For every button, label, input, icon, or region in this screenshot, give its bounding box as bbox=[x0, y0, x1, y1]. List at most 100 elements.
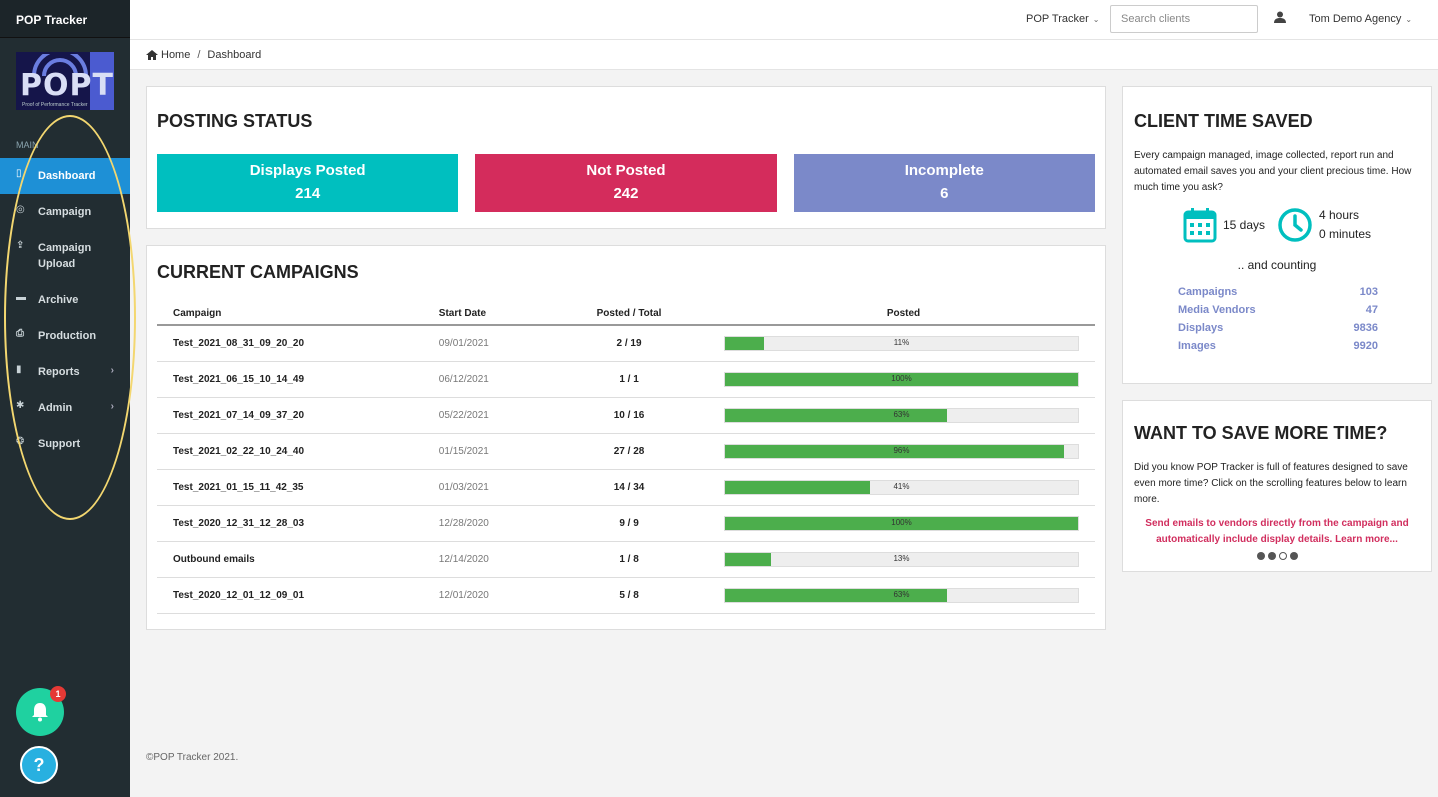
save-more-time-panel: WANT TO SAVE MORE TIME? Did you know POP… bbox=[1122, 400, 1432, 572]
progress-fill bbox=[725, 408, 948, 422]
displays-posted-card[interactable]: Displays Posted 214 bbox=[157, 154, 459, 212]
file-icon: ▮ bbox=[16, 364, 22, 375]
progress-fill bbox=[725, 552, 771, 566]
campaign-name-link[interactable]: Test_2020_12_31_12_28_03 bbox=[157, 505, 423, 542]
sidebar-item-label: Admin bbox=[38, 402, 73, 414]
campaign-posted-total: 27 / 28 bbox=[546, 433, 712, 470]
campaign-name-link[interactable]: Test_2021_08_31_09_20_20 bbox=[157, 325, 423, 362]
sidebar-item-campaign-upload[interactable]: ⇪ Campaign Upload bbox=[0, 230, 130, 282]
campaign-name-link[interactable]: Test_2020_12_01_12_09_01 bbox=[157, 577, 423, 614]
stat-label: Images bbox=[1178, 340, 1216, 352]
and-counting-text: .. and counting bbox=[1237, 258, 1317, 272]
footer: ©POP Tracker 2021. bbox=[146, 752, 239, 763]
chevron-right-icon: › bbox=[110, 365, 114, 376]
sidebar-item-support[interactable]: ❂ Support bbox=[0, 426, 130, 462]
column-header: Posted / Total bbox=[546, 303, 712, 326]
sidebar-brand[interactable]: POP Tracker bbox=[0, 0, 130, 38]
campaign-posted-total: 2 / 19 bbox=[546, 325, 712, 362]
table-row[interactable]: Test_2021_01_15_11_42_35 01/03/2021 14 / 3… bbox=[157, 469, 1095, 506]
table-header-row: Campaign Start Date Posted / Total Poste… bbox=[157, 303, 1095, 326]
carousel-dot[interactable] bbox=[1289, 552, 1298, 560]
campaign-name-link[interactable]: Test_2021_01_15_11_42_35 bbox=[157, 469, 423, 506]
campaign-name-link[interactable]: Test_2021_02_22_10_24_40 bbox=[157, 433, 423, 470]
progress-percent: 11% bbox=[893, 337, 910, 347]
campaign-start-date: 12/14/2020 bbox=[422, 541, 547, 578]
campaign-start-date: 09/01/2021 bbox=[422, 325, 547, 362]
progress-bar: 96% bbox=[724, 443, 1079, 459]
sidebar-item-dashboard[interactable]: ▯ Dashboard bbox=[0, 158, 130, 194]
sidebar-item-label: Campaign Upload bbox=[38, 242, 92, 270]
sidebar-item-reports[interactable]: ▮ Reports › bbox=[0, 354, 130, 390]
breadcrumb-separator: / bbox=[197, 48, 201, 61]
progress-bar: 41% bbox=[724, 479, 1079, 495]
breadcrumb-home-link[interactable]: Home bbox=[161, 48, 191, 61]
stat-value: 9920 bbox=[1353, 340, 1378, 352]
table-row[interactable]: Test_2020_12_01_12_09_01 12/01/2020 5 / 8 6… bbox=[157, 577, 1095, 614]
file-icon: ▯ bbox=[16, 168, 22, 179]
carousel-dot[interactable] bbox=[1278, 552, 1287, 560]
progress-bar: 13% bbox=[724, 551, 1079, 567]
posting-status-title: POSTING STATUS bbox=[157, 111, 313, 131]
column-header: Posted bbox=[712, 303, 1095, 326]
minutes-value: 0 minutes bbox=[1319, 227, 1372, 241]
wifi-arc-icon bbox=[32, 54, 88, 77]
sidebar-section-label: MAIN bbox=[16, 140, 39, 150]
table-row[interactable]: Test_2020_12_31_12_28_03 12/28/2020 9 / 9 1… bbox=[157, 505, 1095, 542]
carousel-dot[interactable] bbox=[1267, 552, 1276, 560]
campaign-name-link[interactable]: Test_2021_07_14_09_37_20 bbox=[157, 397, 423, 434]
chevron-down-icon: ⌄ bbox=[1405, 15, 1413, 24]
stat-row-images: Images 9920 bbox=[1178, 340, 1378, 358]
save-more-description: Did you know POP Tracker is full of feat… bbox=[1134, 462, 1408, 505]
bell-icon bbox=[32, 703, 48, 722]
table-row[interactable]: Outbound emails 12/14/2020 1 / 8 13% bbox=[157, 541, 1095, 578]
campaign-name-link[interactable]: Test_2021_06_15_10_14_49 bbox=[157, 361, 423, 398]
campaign-posted-total: 9 / 9 bbox=[546, 505, 712, 542]
sidebar-item-label: Support bbox=[38, 438, 81, 450]
time-counters: 15 days 4 hours 0 minutes bbox=[1134, 206, 1420, 244]
not-posted-card[interactable]: Not Posted 242 bbox=[475, 154, 777, 212]
sidebar-item-archive[interactable]: ▬ Archive bbox=[0, 282, 130, 318]
stat-label: Media Vendors bbox=[1178, 304, 1256, 316]
progress-bar: 63% bbox=[724, 407, 1079, 423]
user-name-label: Tom Demo Agency bbox=[1309, 13, 1402, 25]
campaign-progress-cell: 63% bbox=[712, 397, 1095, 434]
help-button[interactable]: ? bbox=[20, 746, 58, 784]
campaign-progress-cell: 11% bbox=[712, 325, 1095, 362]
notification-button[interactable]: 1 bbox=[16, 686, 66, 736]
campaign-name-link[interactable]: Outbound emails bbox=[157, 541, 423, 578]
app-menu-label: POP Tracker bbox=[1026, 13, 1089, 25]
logo-subtitle: Proof of Performance Tracker bbox=[22, 102, 88, 108]
table-row[interactable]: Test_2021_07_14_09_37_20 05/22/2021 10 / 1… bbox=[157, 397, 1095, 434]
carousel-dot[interactable] bbox=[1256, 552, 1265, 560]
app-menu-dropdown[interactable]: POP Tracker ⌄ bbox=[1026, 13, 1099, 25]
user-menu-dropdown[interactable]: Tom Demo Agency ⌄ bbox=[1309, 13, 1412, 25]
time-saved-stats: Campaigns 103 Media Vendors 47 Displays 983… bbox=[1178, 286, 1378, 358]
stat-label: Displays bbox=[1178, 322, 1224, 334]
campaign-progress-cell: 13% bbox=[712, 541, 1095, 578]
progress-percent: 41% bbox=[893, 481, 910, 491]
posting-status-panel: POSTING STATUS Displays Posted 214 Not P… bbox=[146, 86, 1106, 229]
incomplete-card[interactable]: Incomplete 6 bbox=[793, 154, 1095, 212]
home-icon bbox=[146, 49, 158, 60]
client-time-saved-panel: CLIENT TIME SAVED Every campaign managed… bbox=[1122, 86, 1432, 384]
table-row[interactable]: Test_2021_06_15_10_14_49 06/12/2021 1 / 1 1… bbox=[157, 361, 1095, 398]
topbar: POP Tracker⌄ Tom Demo Agency⌄ bbox=[130, 0, 1438, 40]
logo[interactable]: POPT Proof of Performance Tracker bbox=[16, 52, 114, 110]
lifering-icon: ❂ bbox=[16, 436, 25, 447]
table-row[interactable]: Test_2021_02_22_10_24_40 01/15/2021 27 / 2… bbox=[157, 433, 1095, 470]
progress-fill bbox=[725, 480, 870, 494]
progress-bar: 100% bbox=[724, 515, 1079, 531]
stat-label: Displays Posted bbox=[249, 162, 366, 179]
clock-icon bbox=[1278, 208, 1312, 242]
column-header: Start Date bbox=[422, 303, 547, 326]
sidebar-item-label: Production bbox=[38, 330, 97, 342]
sidebar-item-admin[interactable]: ✱ Admin › bbox=[0, 390, 130, 426]
search-input[interactable] bbox=[1110, 5, 1258, 33]
campaign-start-date: 05/22/2021 bbox=[422, 397, 547, 434]
campaign-progress-cell: 100% bbox=[712, 505, 1095, 542]
sidebar-item-production[interactable]: ⎙ Production bbox=[0, 318, 130, 354]
campaign-posted-total: 5 / 8 bbox=[546, 577, 712, 614]
table-row[interactable]: Test_2021_08_31_09_20_20 09/01/2021 2 / 19… bbox=[157, 325, 1095, 362]
feature-promo-link[interactable]: Send emails to vendors directly from the… bbox=[1145, 518, 1409, 545]
sidebar-item-campaign[interactable]: ◎ Campaign bbox=[0, 194, 130, 230]
